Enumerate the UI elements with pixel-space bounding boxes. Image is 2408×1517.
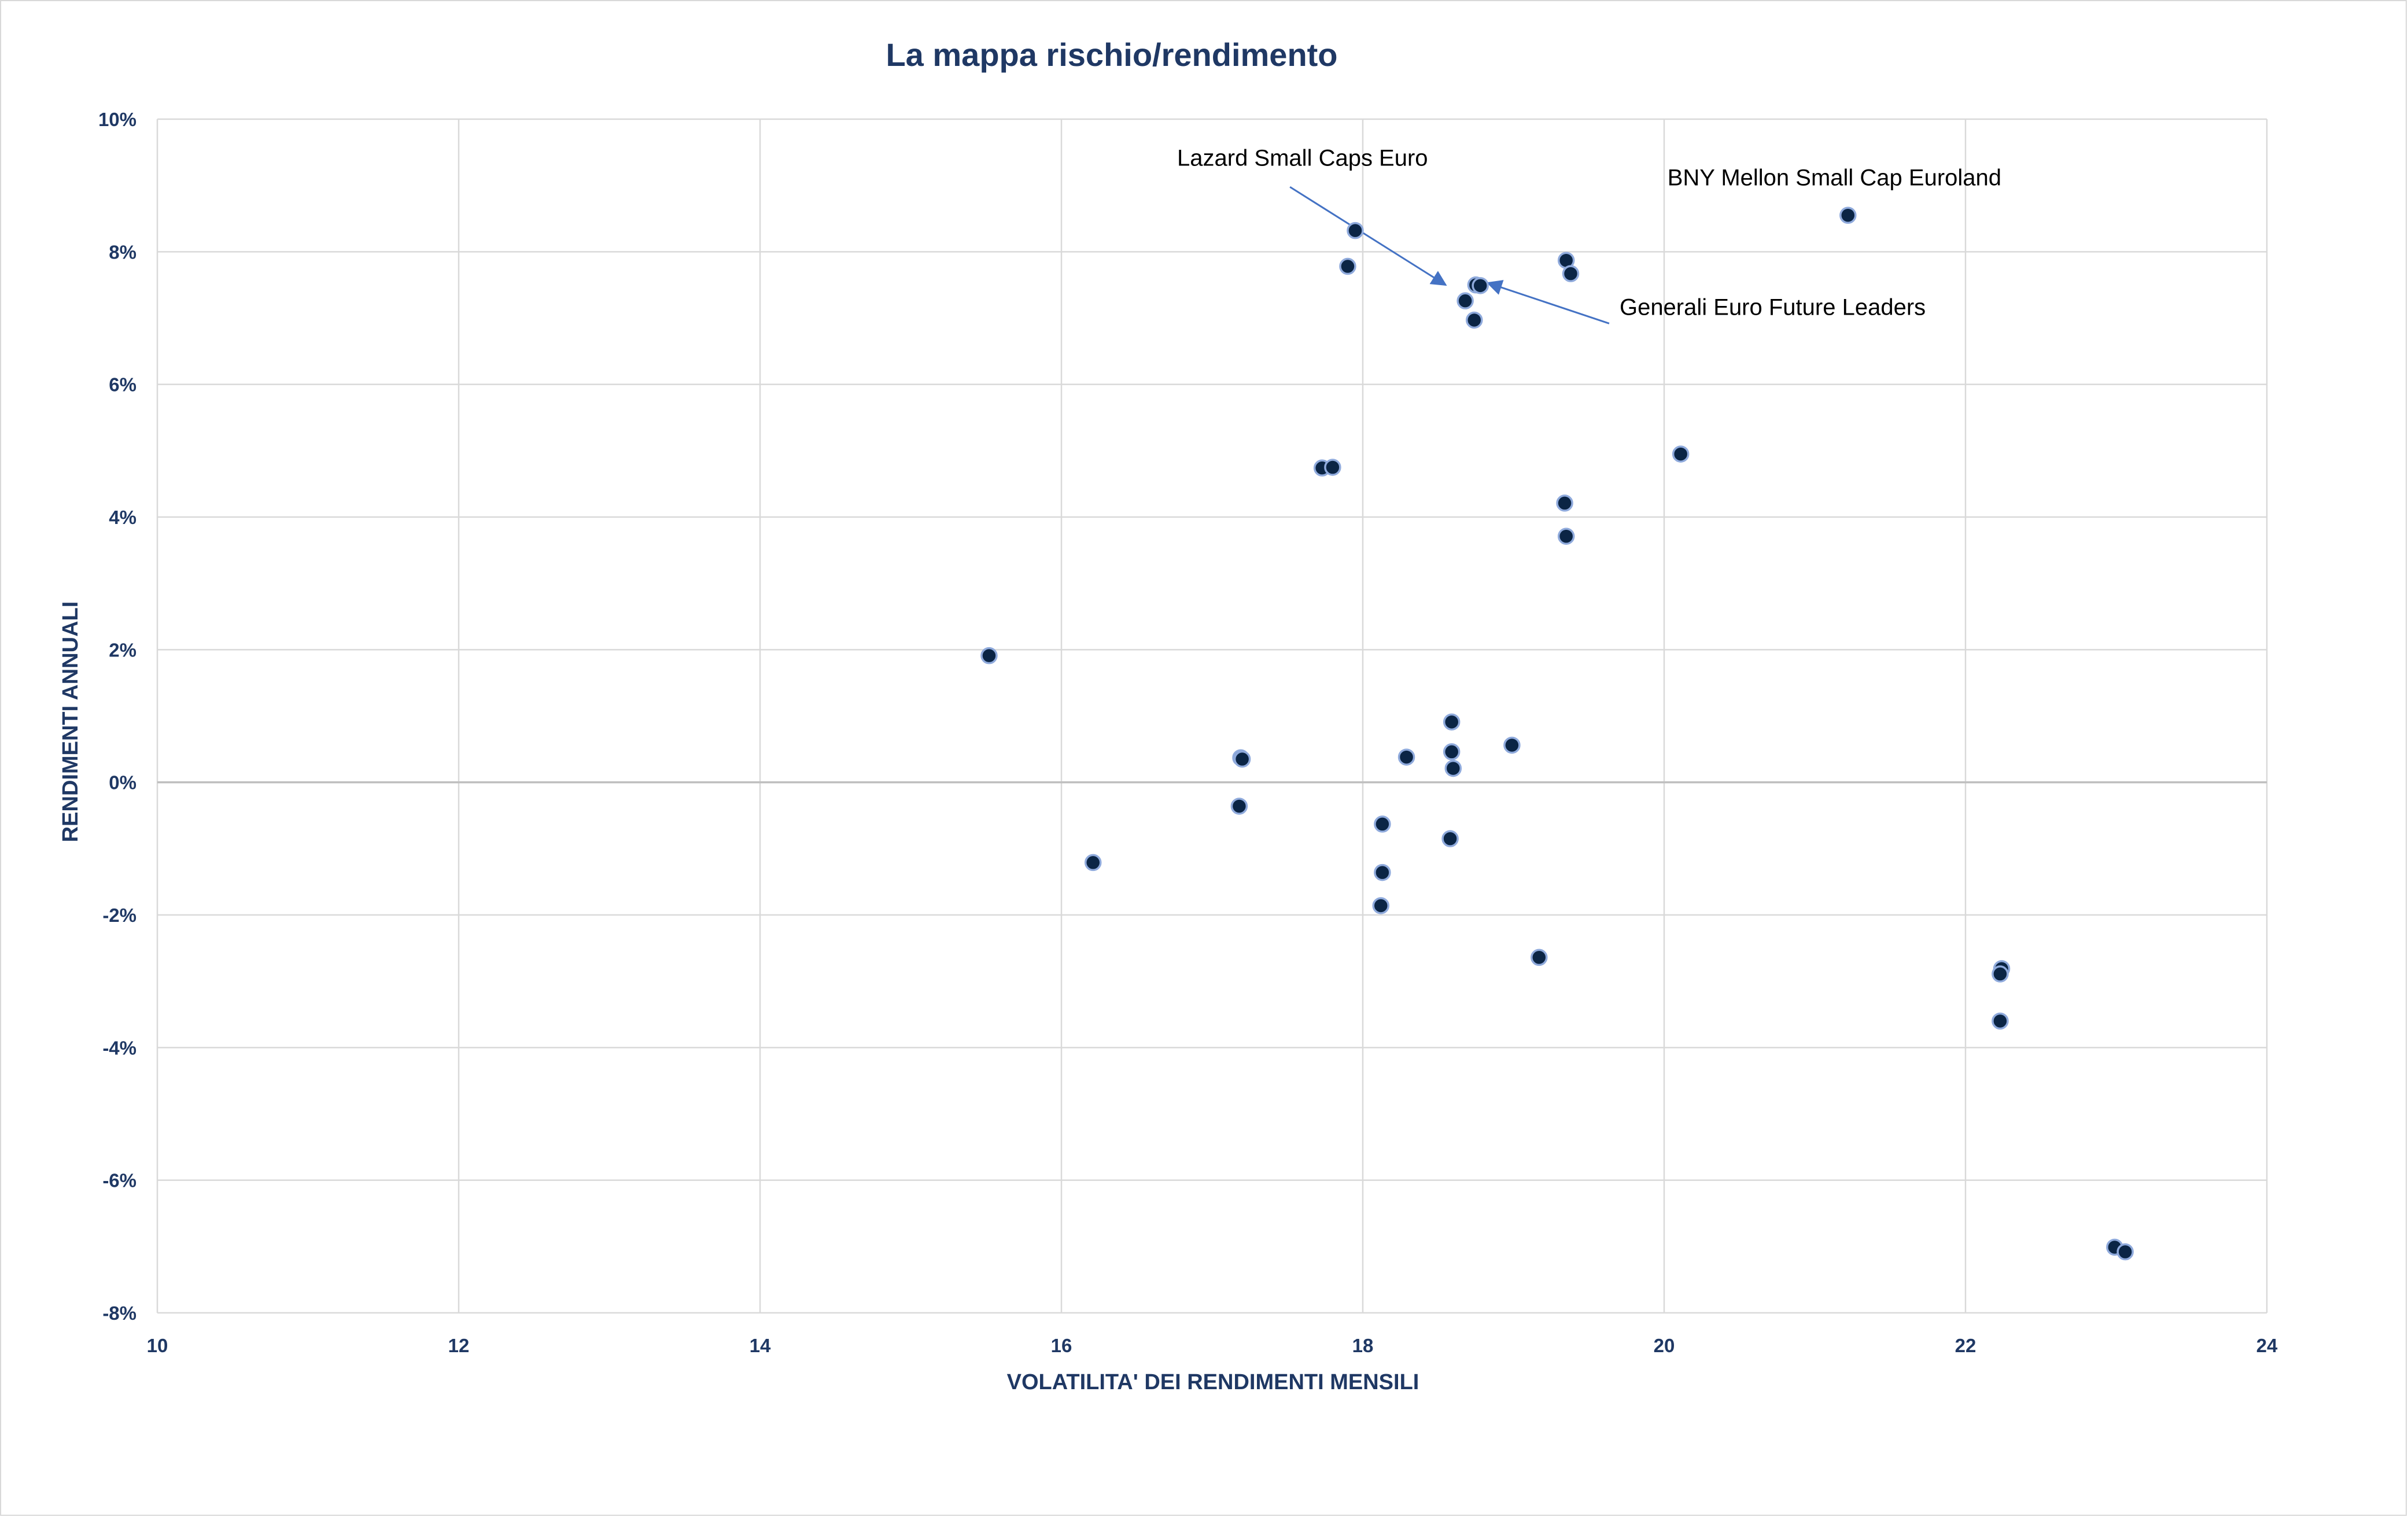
x-tick-label: 12 [448,1335,470,1356]
data-point [1372,897,1390,914]
data-point [1672,445,1690,463]
data-point [1466,311,1483,329]
x-tick-label: 20 [1654,1335,1675,1356]
data-point [1230,798,1248,815]
data-point [1374,863,1391,881]
x-tick-label: 18 [1352,1335,1374,1356]
data-point [1503,736,1521,754]
gridlines [156,118,2268,1314]
y-tick-label: 2% [109,639,137,660]
y-axis-title: RENDIMENTI ANNUALI [58,601,83,843]
annotation-label: Lazard Small Caps Euro [1177,145,1428,171]
data-point [1556,494,1573,512]
data-point [1339,257,1356,275]
data-point [1443,713,1461,731]
data-point [1531,948,1548,966]
data-point [1992,965,2009,983]
y-tick-label: 6% [109,374,137,396]
data-points [980,206,2134,1261]
y-tick-label: -8% [102,1302,137,1324]
data-point [1839,206,1857,224]
x-tick-label: 24 [2256,1335,2278,1356]
data-point [980,647,998,665]
chart-title: La mappa rischio/rendimento [886,36,1337,73]
data-point [1472,277,1489,294]
data-point [1233,750,1251,768]
y-tick-label: -2% [102,905,137,926]
y-tick-label: -4% [102,1037,137,1058]
data-point [1441,830,1459,847]
data-point [2116,1243,2134,1261]
annotation-arrow [1486,280,1610,324]
x-tick-label: 14 [750,1335,771,1356]
y-tick-label: 4% [109,507,137,528]
data-point [1374,815,1391,833]
data-point [1324,459,1341,476]
y-tick-label: -6% [102,1170,137,1191]
y-tick-label: 8% [109,241,137,263]
annotations: BNY Mellon Small Cap Euroland Lazard Smal… [1177,145,2001,324]
data-point [1347,222,1364,239]
data-point [1456,292,1474,309]
y-tick-label: 10% [98,109,137,130]
data-point [1084,854,1102,872]
x-tick-label: 16 [1051,1335,1072,1356]
data-point [1557,527,1575,545]
data-point [1562,265,1580,282]
x-tick-label: 22 [1955,1335,1976,1356]
data-point [1397,748,1415,766]
x-tick-label: 10 [147,1335,168,1356]
annotation-label: BNY Mellon Small Cap Euroland [1668,165,2001,191]
data-point [1992,1012,2009,1030]
annotation-arrow [1289,186,1447,286]
annotation-label: Generali Euro Future Leaders [1620,294,1926,320]
tick-labels: 10 12 14 16 18 20 22 24 10% 8% 6% 4% 2% 0% -2% -4% -6% -8… [98,109,2278,1356]
y-tick-label: 0% [109,772,137,793]
x-axis-title: VOLATILITA' DEI RENDIMENTI MENSILI [1007,1370,1419,1394]
data-point [1443,743,1461,761]
data-point [1444,759,1462,777]
